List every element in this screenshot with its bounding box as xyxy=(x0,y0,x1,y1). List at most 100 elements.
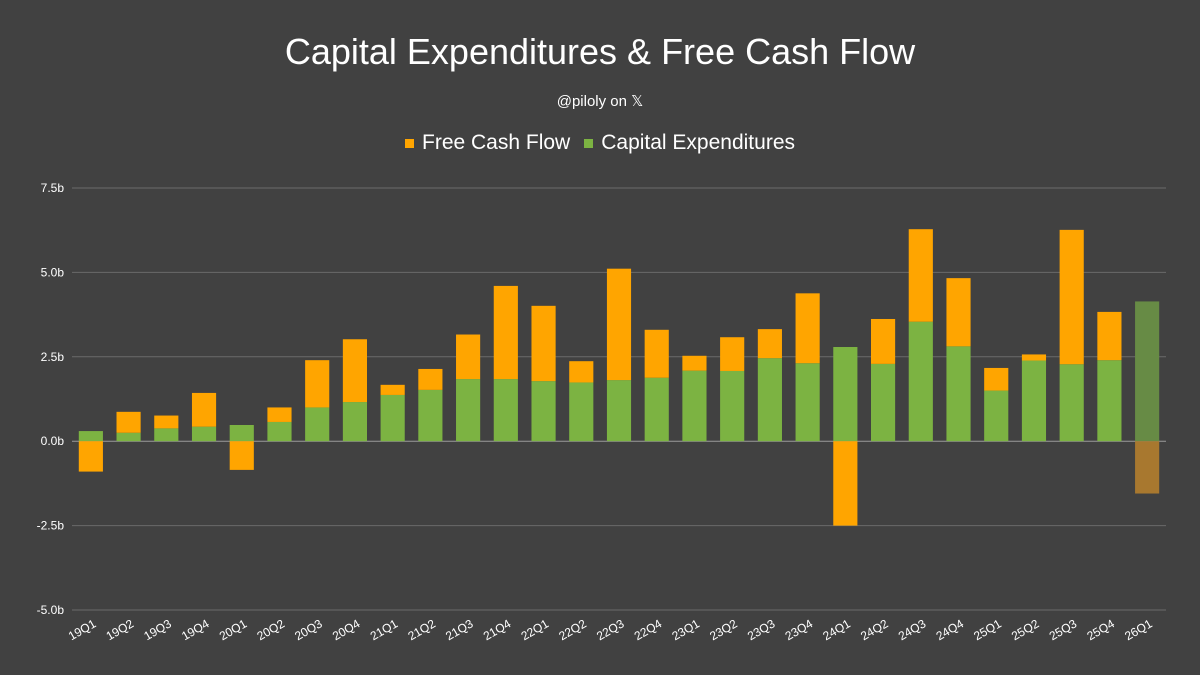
bar-free-cash-flow-20q4 xyxy=(342,339,368,403)
x-tick-label: 25Q3 xyxy=(1047,616,1080,643)
chart-subtitle: @piloly on 𝕏 xyxy=(556,93,644,110)
x-tick-label: 20Q4 xyxy=(330,616,363,643)
bar-free-cash-flow-20q1 xyxy=(229,441,254,470)
bar-free-cash-flow-19q3 xyxy=(154,415,179,429)
bar-capital-expenditures-20q2 xyxy=(267,421,292,442)
bar-free-cash-flow-21q3 xyxy=(456,334,481,380)
bar-free-cash-flow-22q2 xyxy=(569,361,594,383)
x-tick-label: 19Q1 xyxy=(66,616,99,643)
bar-capital-expenditures-23q3 xyxy=(757,358,782,442)
bar-capital-expenditures-24q3 xyxy=(908,321,933,442)
bar-capital-expenditures-22q2 xyxy=(569,382,594,442)
y-tick-label: -5.0b xyxy=(37,603,65,617)
bar-capital-expenditures-23q4 xyxy=(795,363,820,442)
x-tick-label: 25Q2 xyxy=(1009,616,1042,643)
x-tick-label: 21Q3 xyxy=(443,616,476,643)
legend-swatch-capital-expenditures xyxy=(584,138,594,148)
bar-free-cash-flow-26q1 xyxy=(1135,441,1160,494)
y-tick-label: 2.5b xyxy=(41,350,65,364)
bar-capital-expenditures-24q2 xyxy=(870,363,896,442)
x-tick-label: 19Q4 xyxy=(179,616,212,643)
bar-capital-expenditures-25q1 xyxy=(984,390,1009,442)
bar-capital-expenditures-19q2 xyxy=(116,432,141,442)
bar-capital-expenditures-25q2 xyxy=(1021,360,1047,442)
bar-capital-expenditures-25q3 xyxy=(1059,364,1084,442)
x-tick-label: 22Q4 xyxy=(632,616,665,643)
bar-capital-expenditures-24q1 xyxy=(833,347,858,442)
bar-capital-expenditures-24q4 xyxy=(946,346,971,442)
y-tick-label: 5.0b xyxy=(41,265,65,279)
x-tick-label: 25Q1 xyxy=(971,616,1004,643)
x-tick-label: 19Q2 xyxy=(104,616,137,643)
bar-free-cash-flow-19q4 xyxy=(191,392,217,427)
x-tick-label: 21Q4 xyxy=(481,616,514,643)
bar-capital-expenditures-19q4 xyxy=(191,426,217,442)
y-axis-ticks: -5.0b -2.5b 0.0b 2.5b 5.0b 7.5b xyxy=(37,181,65,617)
x-tick-label: 26Q1 xyxy=(1122,616,1155,643)
bar-free-cash-flow-19q1 xyxy=(78,441,103,472)
bar-free-cash-flow-23q1 xyxy=(682,355,707,371)
x-tick-label: 22Q1 xyxy=(519,616,552,643)
bar-capital-expenditures-19q1 xyxy=(78,431,103,442)
chart-title: Capital Expenditures & Free Cash Flow xyxy=(284,31,916,72)
x-tick-label: 21Q1 xyxy=(368,616,401,643)
x-tick-label: 20Q1 xyxy=(217,616,250,643)
x-tick-label: 20Q3 xyxy=(292,616,325,643)
bar-capital-expenditures-22q4 xyxy=(644,377,669,442)
x-tick-label: 22Q3 xyxy=(594,616,627,643)
bar-free-cash-flow-23q2 xyxy=(720,337,745,371)
x-tick-label: 20Q2 xyxy=(255,616,288,643)
bar-capital-expenditures-19q3 xyxy=(154,428,179,442)
bar-capital-expenditures-22q1 xyxy=(531,381,556,442)
bar-free-cash-flow-24q4 xyxy=(946,278,971,347)
x-tick-label: 19Q3 xyxy=(141,616,174,643)
y-tick-label: 0.0b xyxy=(41,434,65,448)
bar-capital-expenditures-22q3 xyxy=(606,380,632,442)
x-tick-label: 24Q4 xyxy=(934,616,967,643)
x-tick-label: 24Q3 xyxy=(896,616,929,643)
bars xyxy=(78,229,1160,526)
x-tick-label: 25Q4 xyxy=(1084,616,1117,643)
bar-capital-expenditures-23q1 xyxy=(682,370,707,442)
bar-capital-expenditures-20q3 xyxy=(305,407,330,442)
bar-free-cash-flow-21q1 xyxy=(380,384,405,395)
bar-free-cash-flow-21q2 xyxy=(418,368,443,390)
x-tick-label: 24Q2 xyxy=(858,616,891,643)
bar-free-cash-flow-25q2 xyxy=(1021,354,1047,361)
bar-capital-expenditures-20q1 xyxy=(229,424,254,442)
x-tick-label: 22Q2 xyxy=(556,616,589,643)
bar-free-cash-flow-25q4 xyxy=(1097,311,1122,361)
legend-entry-free-cash-flow: Free Cash Flow xyxy=(405,131,570,155)
bar-capital-expenditures-21q2 xyxy=(418,389,443,442)
bar-capital-expenditures-21q1 xyxy=(380,394,405,442)
bar-free-cash-flow-20q3 xyxy=(305,360,330,408)
x-tick-label: 23Q1 xyxy=(670,616,703,643)
x-tick-label: 23Q3 xyxy=(745,616,778,643)
bar-free-cash-flow-25q3 xyxy=(1059,229,1084,365)
x-tick-label: 23Q2 xyxy=(707,616,740,643)
bar-free-cash-flow-23q4 xyxy=(795,293,820,364)
bar-free-cash-flow-21q4 xyxy=(493,285,518,380)
bar-free-cash-flow-22q4 xyxy=(644,329,669,378)
bar-capital-expenditures-26q1 xyxy=(1135,301,1160,442)
bar-free-cash-flow-22q3 xyxy=(606,268,632,381)
bar-free-cash-flow-24q1 xyxy=(833,441,858,526)
legend: Free Cash Flow Capital Expenditures xyxy=(0,131,1200,155)
bar-free-cash-flow-24q2 xyxy=(870,318,896,364)
bar-free-cash-flow-20q2 xyxy=(267,407,292,422)
legend-swatch-free-cash-flow xyxy=(405,138,414,148)
bar-free-cash-flow-25q1 xyxy=(984,367,1009,391)
bar-free-cash-flow-19q2 xyxy=(116,411,141,433)
x-tick-label: 24Q1 xyxy=(820,616,853,643)
bar-free-cash-flow-22q1 xyxy=(531,305,556,382)
bar-free-cash-flow-24q3 xyxy=(908,229,933,322)
legend-entry-capital-expenditures: Capital Expenditures xyxy=(584,131,795,155)
legend-label-free-cash-flow: Free Cash Flow xyxy=(422,131,571,154)
y-tick-label: 7.5b xyxy=(41,181,65,195)
bar-capital-expenditures-23q2 xyxy=(720,370,745,442)
x-tick-label: 21Q2 xyxy=(405,616,438,643)
legend-label-capital-expenditures: Capital Expenditures xyxy=(601,131,795,154)
x-axis-ticks: 19Q1 19Q2 19Q3 19Q4 20Q1 20Q2 20Q3 20Q4 21Q1 21Q2… xyxy=(66,616,1155,643)
bar-capital-expenditures-20q4 xyxy=(342,402,368,442)
